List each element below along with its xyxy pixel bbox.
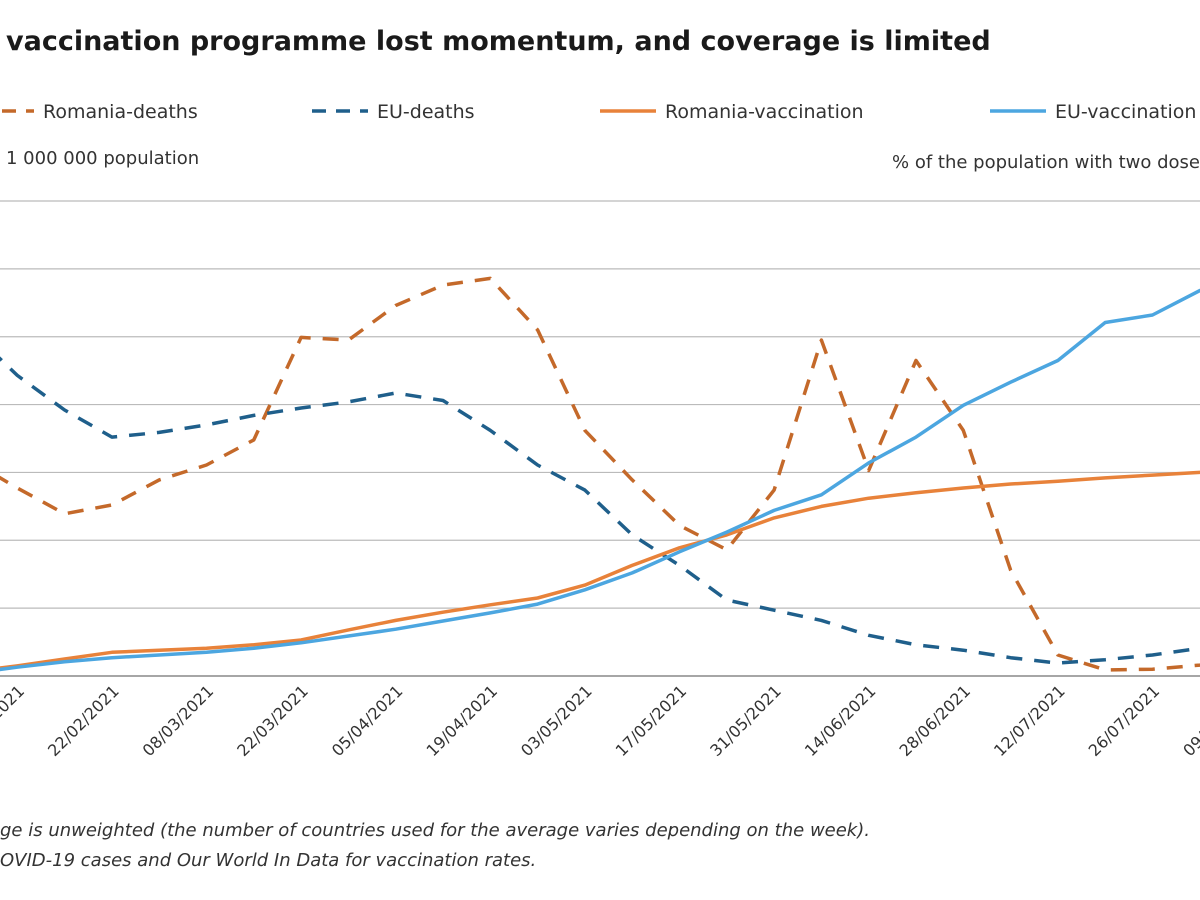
x-tick-label: 14/06/2021 <box>801 681 880 760</box>
series-line <box>0 356 1200 665</box>
series-line <box>0 276 1200 672</box>
legend-label: Romania-deaths <box>43 101 198 123</box>
x-tick-label: 26/07/2021 <box>1085 681 1164 760</box>
legend-label: EU-deaths <box>377 101 475 123</box>
x-tick-label: 09/08/2021 <box>1179 681 1200 760</box>
x-tick-label: 05/04/2021 <box>328 681 407 760</box>
legend-label: Romania-vaccination <box>665 101 864 123</box>
y-axis-label: 1 000 000 population <box>6 148 199 169</box>
x-tick-label: 08/02/2021 <box>0 681 28 760</box>
note: OVID-19 cases and Our World In Data for … <box>0 850 536 871</box>
series-line <box>0 288 1200 672</box>
x-tick-label: 12/07/2021 <box>990 681 1069 760</box>
x-tick-label: 08/03/2021 <box>139 681 218 760</box>
chart-title: vaccination programme lost momentum, and… <box>6 26 991 57</box>
x-tick-label: 28/06/2021 <box>895 681 974 760</box>
x-tick-label: 17/05/2021 <box>612 681 691 760</box>
x-tick-label: 22/02/2021 <box>44 681 123 760</box>
series-line <box>0 470 1200 670</box>
x-tick-label: 22/03/2021 <box>233 681 312 760</box>
x-tick-label: 31/05/2021 <box>706 681 785 760</box>
legend-label: EU-vaccination <box>1055 101 1196 123</box>
y2-axis-label: % of the population with two doses <box>892 152 1200 173</box>
note: ge is unweighted (the number of countrie… <box>0 820 870 841</box>
x-tick-label: 19/04/2021 <box>422 681 501 760</box>
x-tick-label: 03/05/2021 <box>517 681 596 760</box>
